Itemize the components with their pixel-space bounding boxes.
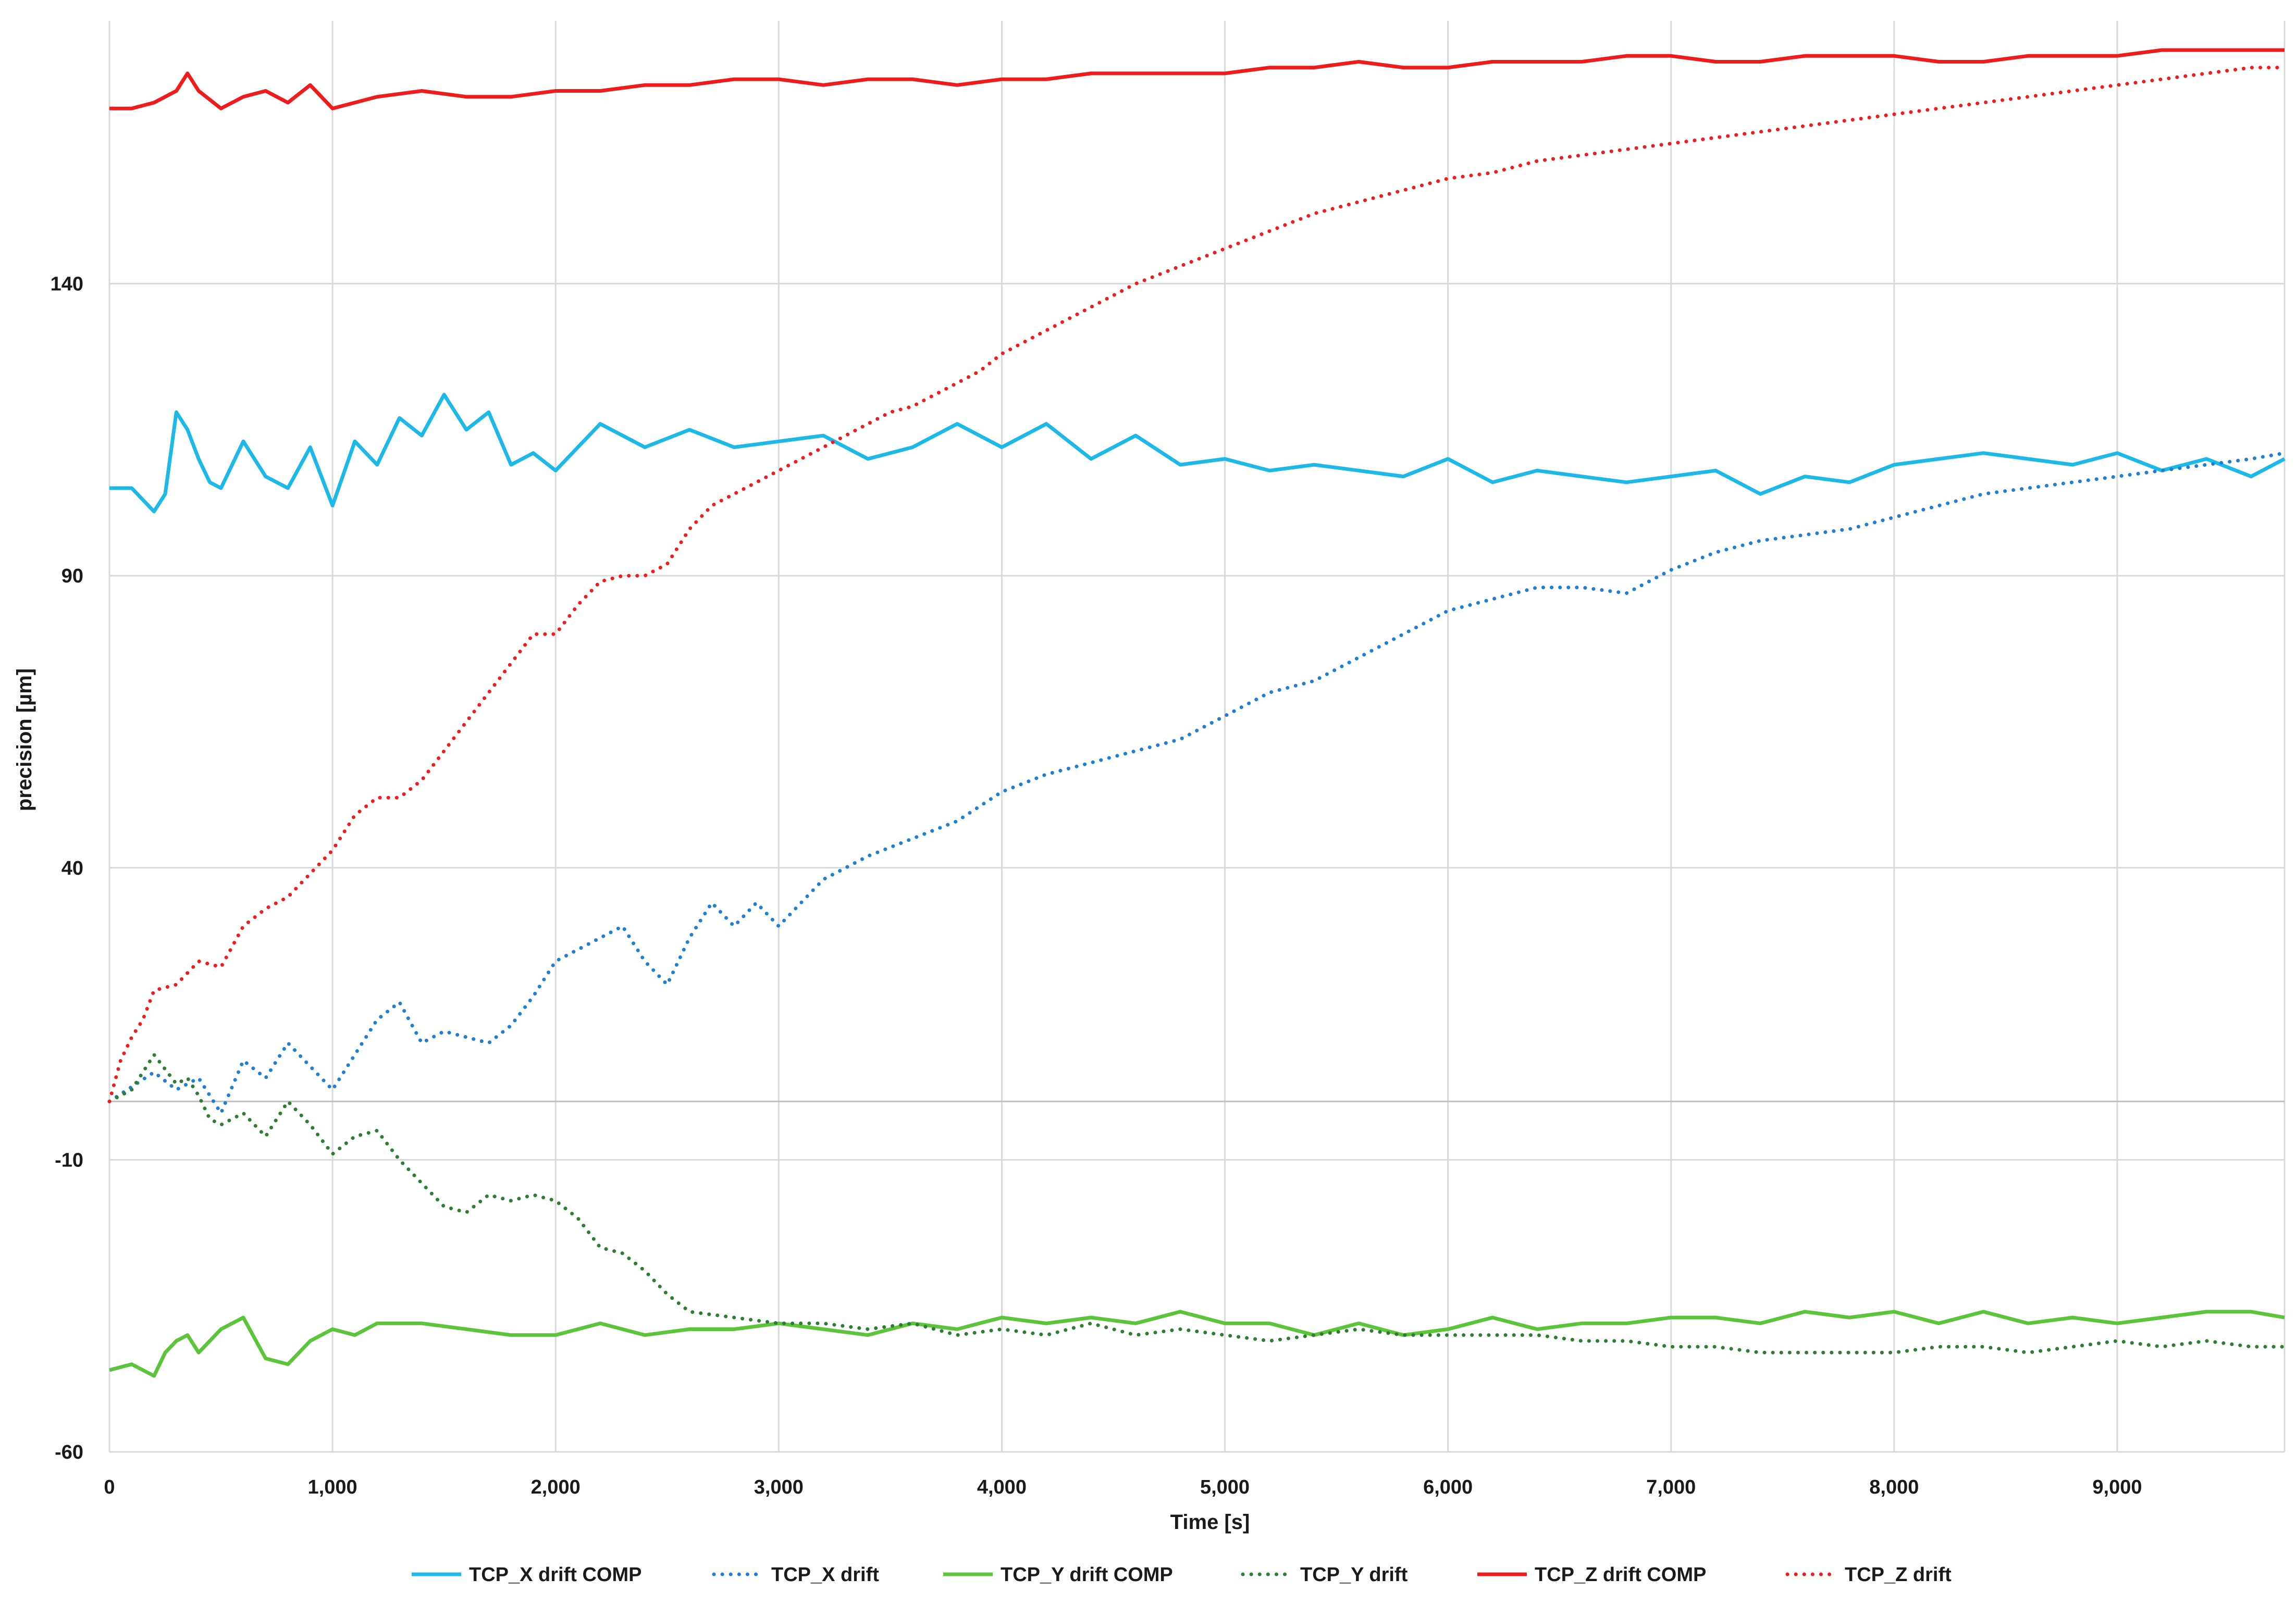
- y-tick-label: 40: [61, 857, 83, 879]
- legend: TCP_X drift COMP TCP_X drift TCP_Y drift C…: [412, 1564, 1952, 1586]
- series-tcp-z-drift-comp: [109, 48, 2285, 110]
- legend-item: TCP_Y drift COMP: [943, 1564, 1173, 1586]
- y-tick-label: -10: [55, 1149, 83, 1171]
- x-tick-label: 1,000: [308, 1476, 357, 1498]
- legend-label: TCP_X drift COMP: [469, 1564, 641, 1586]
- x-axis-title: Time [s]: [1170, 1511, 1250, 1534]
- series-tcp-y-drift-comp: [109, 1310, 2285, 1378]
- series-tcp-x-drift-comp: [109, 393, 2286, 514]
- legend-item: TCP_X drift COMP: [412, 1564, 641, 1586]
- y-axis-tick-labels: -60 -10 40 90 140: [51, 273, 83, 1463]
- x-tick-label: 9,000: [2092, 1476, 2142, 1498]
- y-tick-label: 140: [51, 273, 83, 295]
- series-line: [109, 393, 2286, 514]
- legend-item: TCP_Z drift: [1785, 1564, 1952, 1586]
- series-line: [109, 1310, 2285, 1378]
- series-tcp-z-drift: [107, 66, 2287, 1103]
- series-line: [107, 1053, 2287, 1354]
- x-tick-label: 8,000: [1869, 1476, 1919, 1498]
- x-tick-label: 6,000: [1423, 1476, 1473, 1498]
- x-tick-label: 0: [104, 1476, 115, 1498]
- series-line: [109, 48, 2285, 110]
- series-layer: [107, 48, 2287, 1378]
- legend-item: TCP_Y drift: [1241, 1564, 1408, 1586]
- series-line: [107, 66, 2287, 1103]
- x-tick-label: 5,000: [1200, 1476, 1250, 1498]
- x-tick-label: 4,000: [977, 1476, 1027, 1498]
- x-tick-label: 3,000: [754, 1476, 804, 1498]
- y-tick-label: -60: [55, 1441, 83, 1463]
- series-line: [107, 451, 2287, 1115]
- series-tcp-x-drift: [107, 451, 2287, 1115]
- legend-item: TCP_X drift: [712, 1564, 879, 1586]
- x-tick-label: 7,000: [1646, 1476, 1696, 1498]
- legend-label: TCP_Y drift: [1300, 1564, 1408, 1586]
- y-axis-title: precision [µm]: [13, 668, 36, 811]
- series-tcp-y-drift: [107, 1053, 2287, 1354]
- legend-label: TCP_X drift: [771, 1564, 879, 1586]
- legend-item: TCP_Z drift COMP: [1477, 1564, 1706, 1586]
- x-tick-label: 2,000: [531, 1476, 581, 1498]
- legend-label: TCP_Z drift COMP: [1535, 1564, 1706, 1586]
- y-tick-label: 90: [61, 565, 83, 587]
- gridlines: [108, 21, 2286, 1453]
- x-axis-tick-labels: 0 1,000 2,000 3,000 4,000 5,000 6,000 7,000 8,00…: [104, 1476, 2142, 1498]
- legend-label: TCP_Z drift: [1845, 1564, 1952, 1586]
- legend-label: TCP_Y drift COMP: [1001, 1564, 1173, 1586]
